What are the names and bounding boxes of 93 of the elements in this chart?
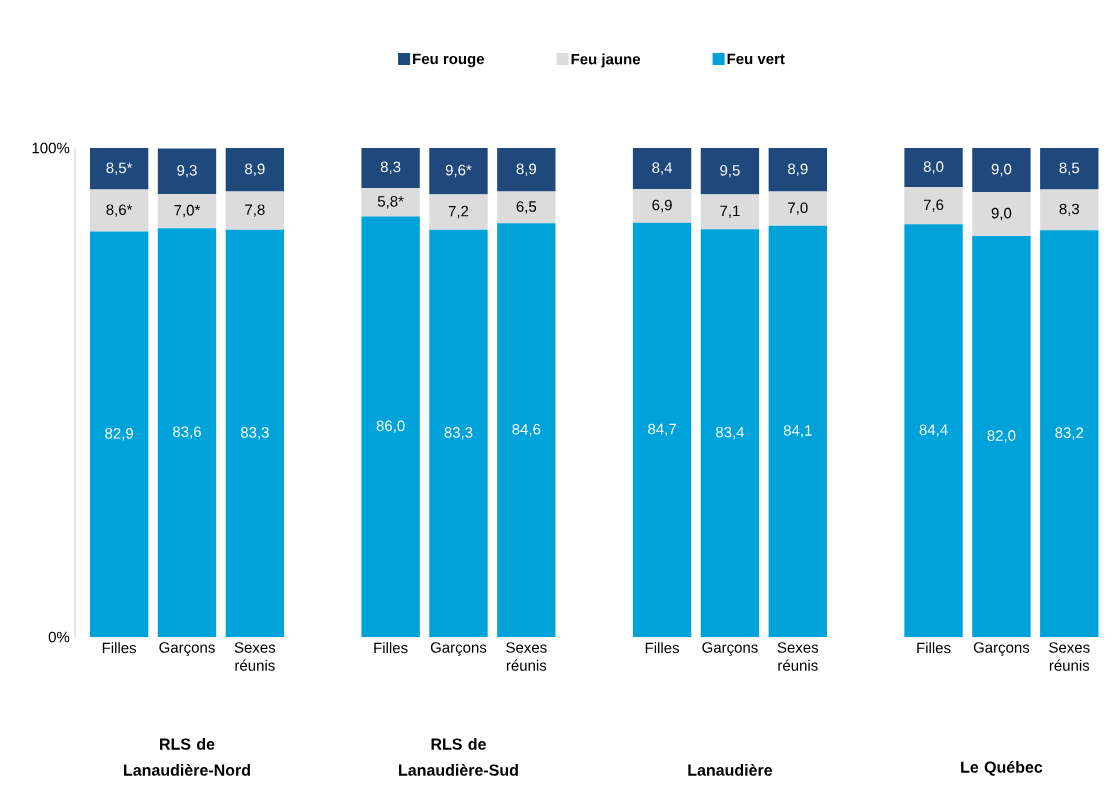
bar (361, 147, 420, 189)
text: Le Québec (961, 760, 1043, 776)
bar (497, 191, 556, 224)
bar (700, 147, 760, 195)
data-label: 7,0* (174, 204, 201, 218)
bar (361, 216, 420, 637)
data-label: 5,8* (377, 196, 404, 209)
data-label: 8,4 (652, 162, 673, 175)
x-tick-label: Filles (102, 642, 137, 654)
data-label: 8,5* (106, 162, 133, 175)
x-tick-label: Garçons (702, 642, 758, 656)
bar (89, 189, 149, 232)
data-label: 83,6 (173, 426, 201, 439)
bar (1040, 189, 1099, 231)
data-label: 7,0 (788, 202, 808, 215)
bar (1040, 230, 1099, 637)
bar (157, 228, 217, 637)
bar (361, 188, 420, 217)
data-label: 7,2 (448, 205, 469, 219)
data-label: 8,9 (245, 163, 265, 176)
legend-label: Feu rouge (413, 53, 485, 68)
data-label: 6,5 (516, 201, 537, 214)
data-label: 83,2 (1055, 427, 1084, 440)
bar (225, 191, 285, 230)
bar (700, 194, 760, 230)
data-label: 8,5 (1059, 162, 1080, 175)
data-label: 8,0 (923, 161, 944, 174)
bar (972, 192, 1031, 237)
bar (225, 147, 285, 192)
data-label: 84,4 (919, 424, 948, 437)
x-tick-label: Garçons (430, 642, 487, 656)
data-label: 9,0 (991, 207, 1012, 221)
data-label: 9,3 (177, 165, 197, 178)
data-label: 84,1 (783, 425, 812, 438)
bar (89, 231, 149, 637)
bar (632, 222, 692, 637)
bar (972, 236, 1031, 637)
data-label: 8,9 (516, 163, 537, 176)
data-label: 84,7 (648, 423, 676, 437)
data-label: 83,3 (444, 427, 473, 440)
data-label: 8,9 (788, 163, 808, 176)
bar (904, 187, 963, 225)
bar (1040, 147, 1099, 190)
bar (700, 229, 760, 637)
bar (497, 223, 556, 637)
x-tick-label: Filles (917, 642, 951, 654)
x-tick-label: Sexes réunis (506, 642, 547, 671)
bar (632, 189, 692, 223)
data-label: 83,4 (716, 426, 745, 440)
bar (768, 225, 827, 637)
data-label: 82,9 (105, 428, 133, 441)
data-label: 84,6 (512, 423, 541, 437)
data-label: 8,6* (106, 204, 133, 217)
bar (904, 224, 963, 637)
data-label: 7,6 (923, 199, 944, 212)
y-tick-label: 0% (48, 631, 70, 643)
data-label: 9,0 (991, 163, 1012, 177)
x-tick-label: Garçons (973, 642, 1030, 656)
bar (497, 147, 556, 192)
data-label: 8,3 (380, 161, 401, 174)
data-label: 6,9 (652, 199, 672, 213)
bar (225, 229, 285, 637)
y-tick-label: 100% (32, 142, 70, 154)
bar (429, 194, 488, 230)
data-label: 86,0 (376, 420, 405, 433)
x-tick-label: Garçons (159, 642, 215, 656)
text: RLS de Lanaudière-Sud (399, 738, 518, 776)
data-label: 83,3 (240, 427, 269, 440)
x-tick-label: Filles (645, 642, 680, 654)
bar (904, 147, 963, 188)
data-label: 9,6* (445, 164, 472, 178)
bar (157, 148, 217, 194)
data-label: 7,8 (245, 204, 265, 217)
bar (429, 229, 488, 637)
bar (157, 193, 217, 229)
x-tick-label: Filles (374, 642, 408, 654)
legend-label: Feu vert (727, 53, 785, 65)
bar (89, 147, 149, 190)
bar (768, 147, 827, 192)
bar (972, 147, 1031, 192)
bar (768, 191, 827, 226)
data-label: 8,3 (1059, 203, 1080, 217)
data-label: 9,5 (720, 165, 740, 178)
x-tick-label: Sexes réunis (777, 642, 819, 671)
bar (429, 147, 488, 195)
data-label: 7,1 (720, 205, 740, 218)
data-label: 82,0 (987, 430, 1016, 443)
legend-label: Feu jaune (571, 53, 641, 68)
x-tick-label: Sexes réunis (234, 642, 276, 671)
text: Lanaudière (688, 763, 773, 776)
bar (632, 147, 692, 190)
text: RLS de Lanaudière-Nord (124, 738, 250, 776)
x-tick-label: Sexes réunis (1049, 642, 1090, 671)
